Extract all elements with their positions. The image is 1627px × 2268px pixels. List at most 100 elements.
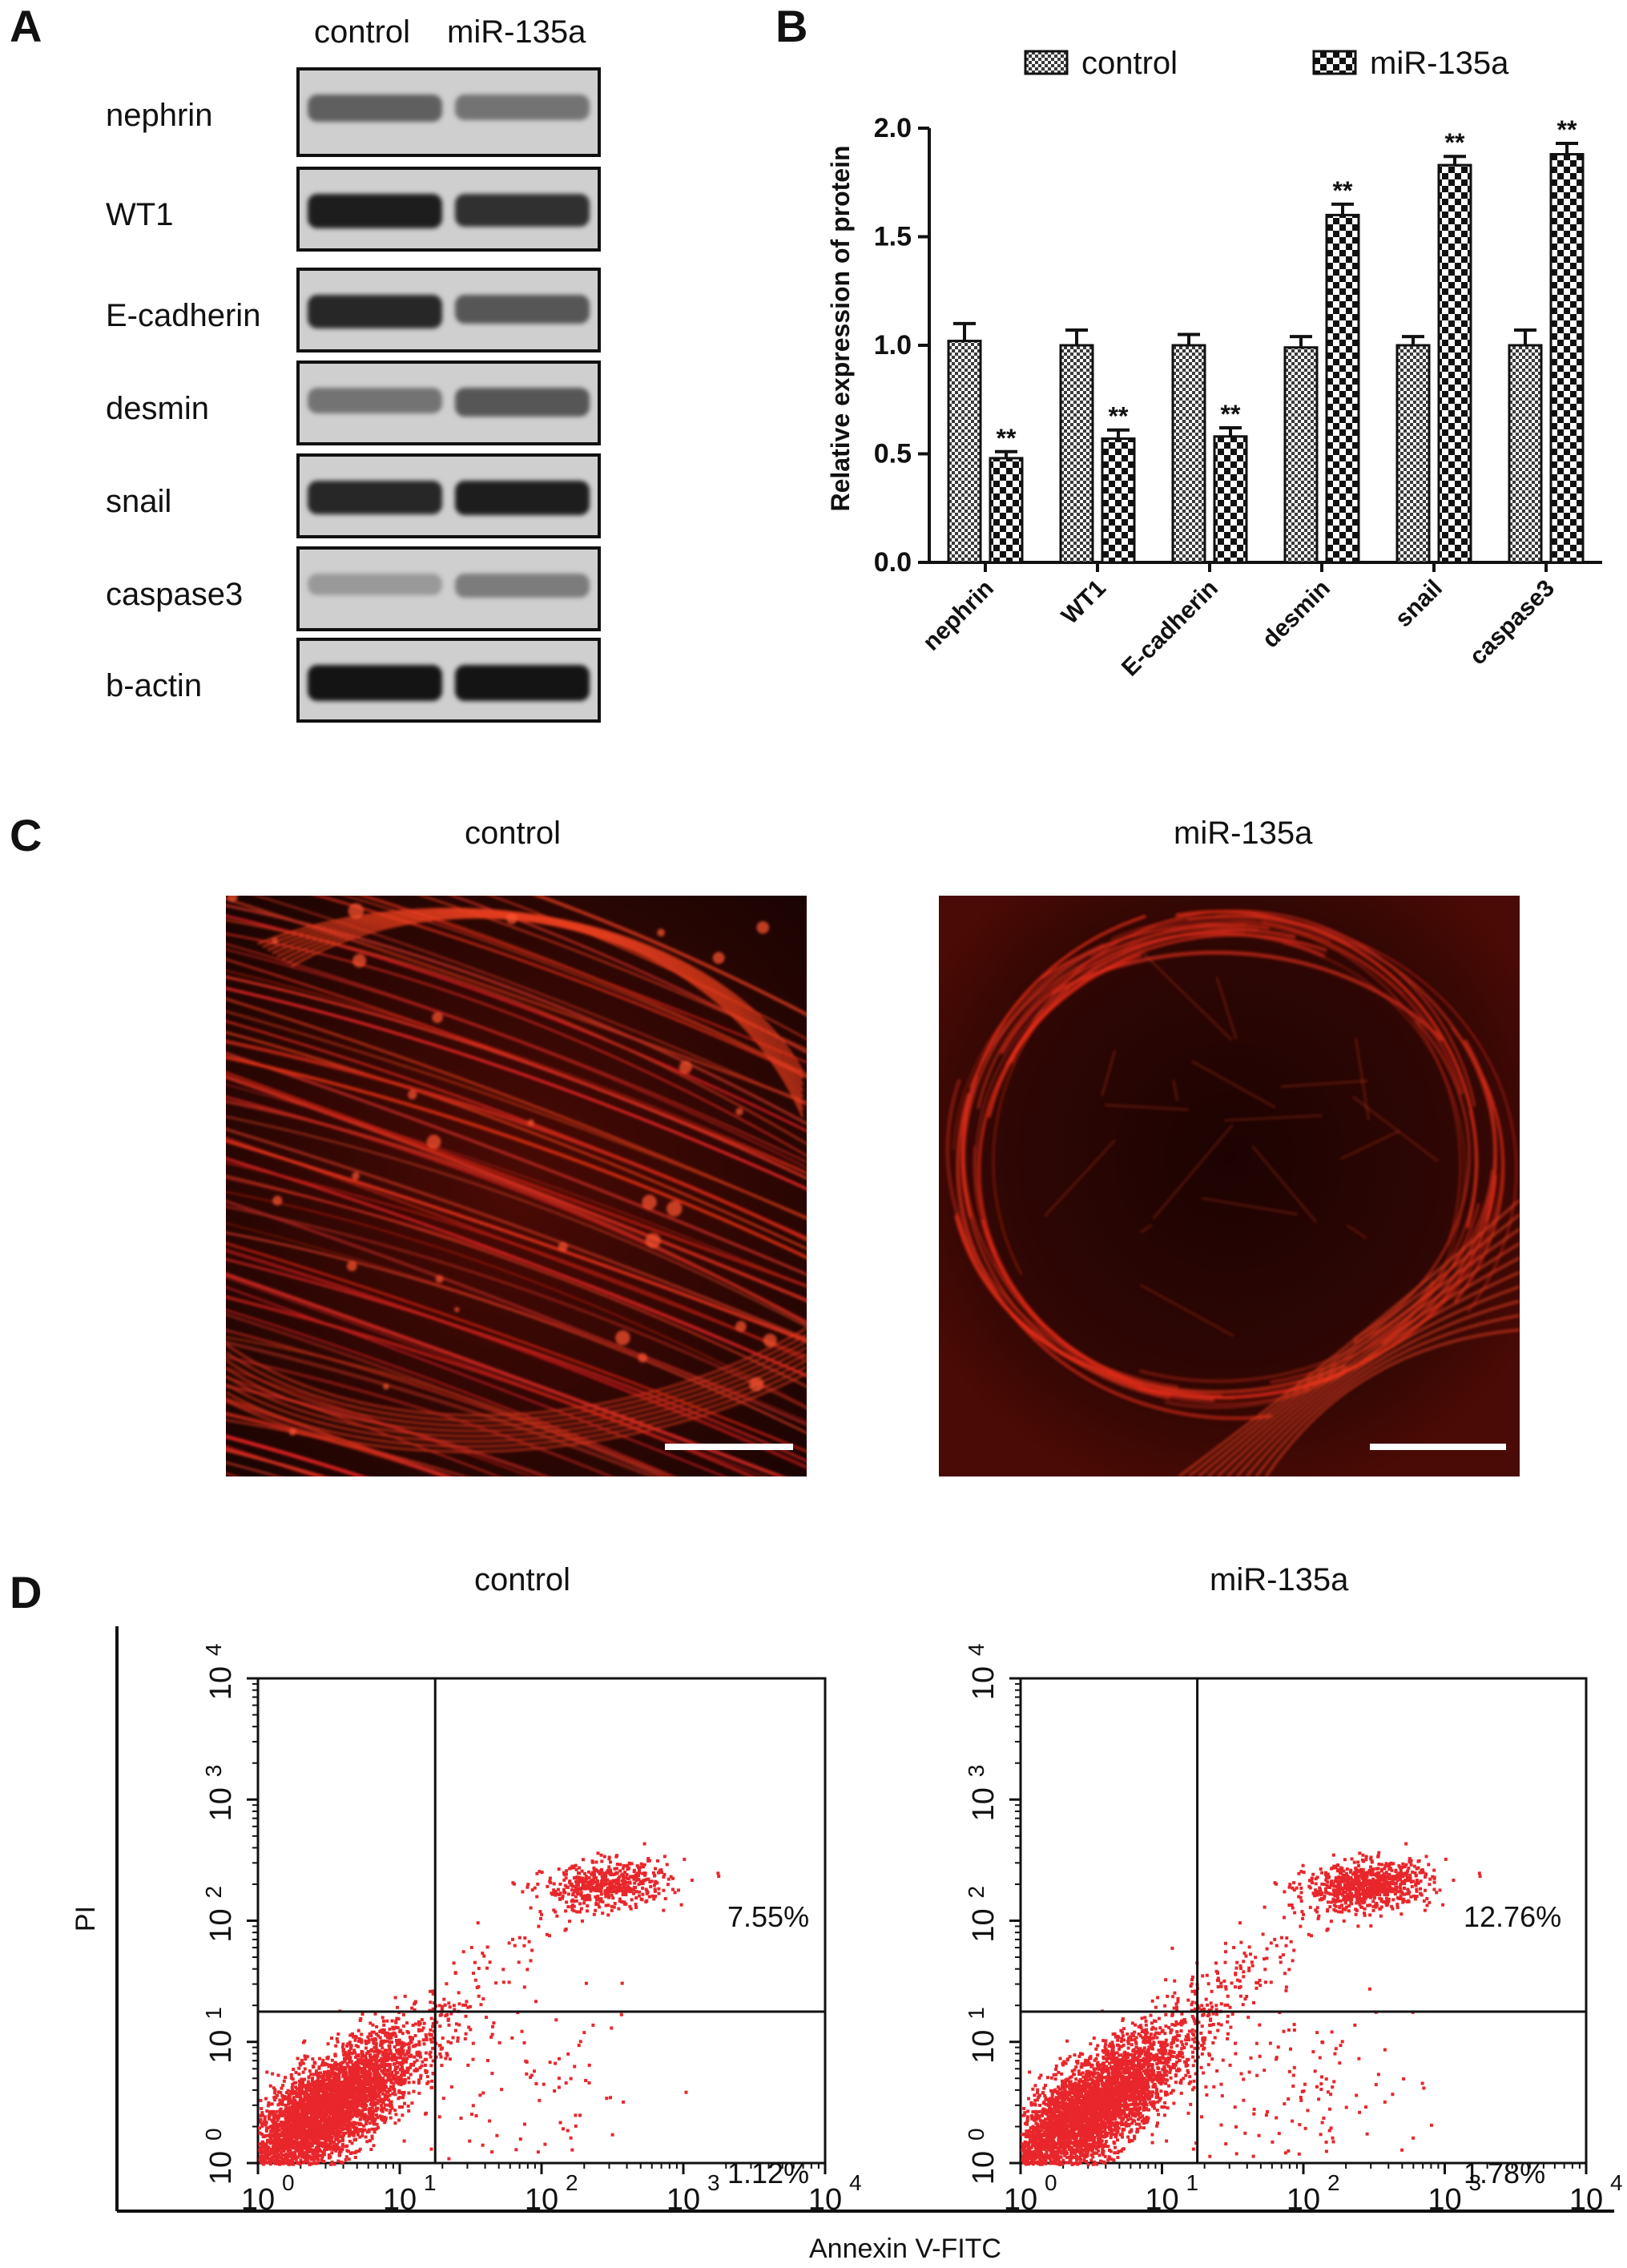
flow-event [606, 1889, 610, 1893]
flow-event [319, 2105, 322, 2109]
flow-event [342, 2097, 346, 2101]
flow-event [538, 2098, 542, 2102]
flow-event [478, 2093, 482, 2097]
blot-band-control [308, 194, 442, 229]
flow-event [348, 2056, 352, 2060]
flow-event [312, 2097, 316, 2101]
flow-event [437, 2044, 441, 2048]
flow-event [640, 1882, 644, 1886]
flow-event [402, 2090, 406, 2094]
flow-event [369, 2060, 373, 2064]
flow-event [264, 2097, 268, 2101]
blot-strip [296, 546, 601, 631]
flow-event [380, 2057, 384, 2061]
flow-event [312, 2101, 316, 2105]
flow-event [447, 2023, 451, 2027]
actin-focus [763, 1333, 777, 1348]
flow-event [317, 2109, 321, 2113]
flow-event [634, 1890, 638, 1894]
flow-event [394, 2077, 398, 2081]
flow-event [258, 2148, 262, 2152]
flow-event [299, 2063, 303, 2067]
actin-fiber [226, 1434, 367, 1476]
flow-event [626, 1863, 630, 1867]
flow-event [582, 1895, 586, 1899]
flow-event [526, 1968, 530, 1972]
flow-event [326, 2055, 330, 2059]
flow-event [290, 2115, 294, 2118]
flow-event [312, 2161, 316, 2165]
actin-fiber [1188, 1213, 1520, 1476]
actin-fiber [1223, 1114, 1323, 1122]
flow-event [336, 2040, 340, 2044]
flow-event [431, 2024, 435, 2028]
flow-event [594, 1886, 598, 1890]
flow-event [312, 2129, 316, 2133]
flow-event [330, 2151, 334, 2155]
flow-event [552, 1882, 556, 1886]
flow-event [582, 1858, 585, 1862]
flow-event [395, 2081, 399, 2085]
flow-event [424, 2071, 428, 2074]
flow-event [315, 2139, 319, 2143]
flow-event [601, 1899, 605, 1903]
western-blot-panel: control miR-135a nephrin WT1 E-cadherin des… [0, 0, 721, 723]
flow-event [392, 2085, 395, 2089]
flow-event [340, 2144, 344, 2148]
flow-event [610, 1893, 614, 1897]
flow-event [461, 2003, 465, 2007]
flow-event [335, 2084, 339, 2088]
flow-event [370, 2119, 374, 2123]
flow-event [314, 2149, 318, 2153]
flow-event [535, 1895, 539, 1899]
flow-event [377, 2099, 381, 2103]
flow-event [393, 1996, 397, 2000]
flow-event [317, 2141, 321, 2145]
flow-event [282, 2128, 285, 2131]
flow-y-tick-exponent: 3 [964, 1765, 989, 1778]
flow-event [628, 1880, 632, 1884]
flow-event [430, 2040, 434, 2044]
flow-event [396, 2056, 400, 2060]
flow-event [418, 2021, 422, 2025]
flow-event [407, 2076, 411, 2080]
actin-fibers-mir135a [939, 896, 1520, 1476]
flow-event [653, 1873, 657, 1877]
flow-event [280, 2140, 284, 2144]
actin-fiber [226, 1327, 807, 1417]
scale-bar-control [665, 1444, 793, 1450]
flow-event [372, 2058, 376, 2062]
flow-event [372, 2095, 376, 2099]
flow-event [495, 2133, 499, 2137]
flow-event [586, 1909, 589, 1913]
flow-event [557, 2085, 561, 2089]
flow-event [600, 1867, 603, 1871]
flow-event [595, 1886, 599, 1890]
flow-event [357, 2123, 361, 2126]
flow-event [336, 2068, 340, 2071]
flow-event [359, 2098, 363, 2102]
flow-event [448, 2005, 452, 2009]
actin-focus [227, 896, 238, 902]
flow-event [377, 2086, 381, 2090]
flow-event [592, 1888, 596, 1892]
actin-fiber [1044, 1139, 1116, 1217]
flow-event [321, 2129, 324, 2133]
flow-event [397, 2038, 401, 2042]
flow-event [365, 2119, 369, 2123]
actin-fiber [1011, 909, 1476, 1107]
flow-event [413, 2044, 417, 2048]
flow-event [1080, 2151, 1084, 2155]
flow-event [552, 1888, 556, 1892]
flow-event [333, 2110, 337, 2114]
flow-event [328, 2106, 332, 2110]
flow-event [409, 2073, 413, 2077]
flow-event [344, 2117, 348, 2121]
flow-event [265, 2157, 269, 2160]
flow-event [258, 2131, 262, 2135]
flow-event [307, 2154, 311, 2158]
flow-y-axis-label: PI [70, 1906, 101, 1932]
flow-event [441, 2097, 445, 2101]
blot-band-mir135a [455, 574, 590, 598]
actin-focus [432, 1012, 443, 1023]
